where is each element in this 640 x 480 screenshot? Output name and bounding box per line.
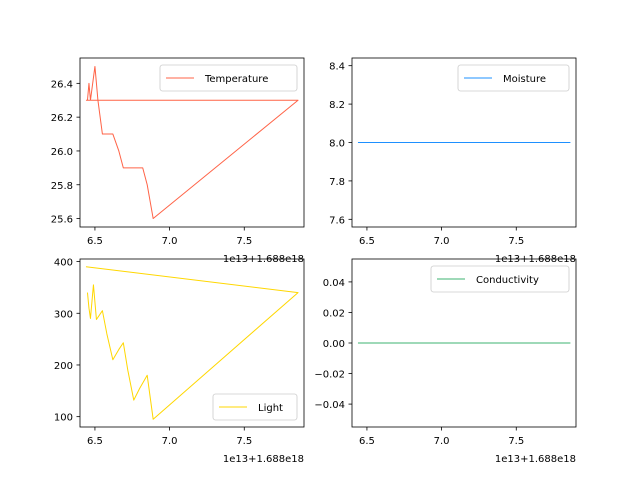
x-tick-label: 6.5 bbox=[87, 236, 103, 247]
x-tick-label: 6.5 bbox=[87, 436, 103, 447]
x-tick-label: 7.0 bbox=[162, 236, 178, 247]
x-tick-label: 7.5 bbox=[236, 436, 252, 447]
y-tick-label: 8.4 bbox=[329, 62, 345, 73]
legend-box bbox=[212, 393, 298, 421]
axes-frame bbox=[79, 258, 305, 428]
x-offset-label: 1e13+1.688e18 bbox=[495, 454, 576, 465]
y-tick-label: 0.04 bbox=[323, 278, 345, 289]
y-tick-label: −0.02 bbox=[314, 370, 345, 381]
y-tick-label: −0.04 bbox=[314, 400, 345, 411]
x-offset-label: 1e13+1.688e18 bbox=[495, 254, 576, 265]
x-tick-label: 7.5 bbox=[508, 236, 524, 247]
legend-box bbox=[430, 265, 570, 293]
series-line-light bbox=[85, 266, 299, 420]
x-tick-label: 6.5 bbox=[359, 236, 375, 247]
x-tick-label: 7.0 bbox=[162, 436, 178, 447]
y-tick-label: 8.0 bbox=[329, 139, 345, 150]
subplot-3: 6.5 7.0 7.5 100 200 300 400 1e13+1.688e18 Light bbox=[54, 258, 305, 465]
legend-label: Light bbox=[258, 403, 283, 414]
y-tick-label: 200 bbox=[54, 361, 73, 372]
y-tick-label: 26.4 bbox=[51, 79, 73, 90]
legend: Temperature bbox=[159, 64, 298, 92]
x-tick-label: 7.5 bbox=[236, 236, 252, 247]
x-tick-label: 7.0 bbox=[434, 436, 450, 447]
legend-label: Temperature bbox=[204, 74, 268, 85]
legend: Light bbox=[212, 393, 298, 421]
y-tick-label: 0.00 bbox=[323, 339, 345, 350]
y-tick-label: 0.02 bbox=[323, 308, 345, 319]
legend-label: Conductivity bbox=[476, 275, 539, 286]
y-tick-label: 7.8 bbox=[329, 177, 345, 188]
y-tick-label: 7.6 bbox=[329, 215, 345, 226]
y-tick-label: 25.8 bbox=[51, 181, 73, 192]
axes-frame bbox=[79, 57, 305, 228]
x-tick-label: 7.5 bbox=[508, 436, 524, 447]
subplot-2: 6.5 7.0 7.5 7.6 7.8 8.0 8.2 8.4 1e13+1.688e18 Moi… bbox=[329, 57, 577, 265]
y-tick-label: 300 bbox=[54, 309, 73, 320]
y-tick-label: 400 bbox=[54, 258, 73, 269]
subplot-1: 6.5 7.0 7.5 25.6 25.8 26.0 26.2 26.4 1e13+1.688e… bbox=[51, 57, 305, 265]
y-tick-label: 8.2 bbox=[329, 100, 345, 111]
x-offset-label: 1e13+1.688e18 bbox=[223, 254, 304, 265]
y-tick-label: 100 bbox=[54, 413, 73, 424]
legend-box bbox=[457, 64, 570, 92]
y-tick-label: 26.0 bbox=[51, 147, 73, 158]
legend-label: Moisture bbox=[503, 74, 546, 85]
legend-box bbox=[159, 64, 298, 92]
x-tick-label: 6.5 bbox=[359, 436, 375, 447]
legend: Moisture bbox=[457, 64, 570, 92]
y-tick-label: 26.2 bbox=[51, 113, 73, 124]
legend: Conductivity bbox=[430, 265, 570, 293]
x-tick-label: 7.0 bbox=[434, 236, 450, 247]
subplot-4: 6.5 7.0 7.5 −0.04 −0.02 0.00 0.02 0.04 1e13+1.68… bbox=[314, 258, 577, 465]
series-line-temperature bbox=[85, 65, 299, 220]
y-tick-label: 25.6 bbox=[51, 215, 73, 226]
x-offset-label: 1e13+1.688e18 bbox=[223, 454, 304, 465]
